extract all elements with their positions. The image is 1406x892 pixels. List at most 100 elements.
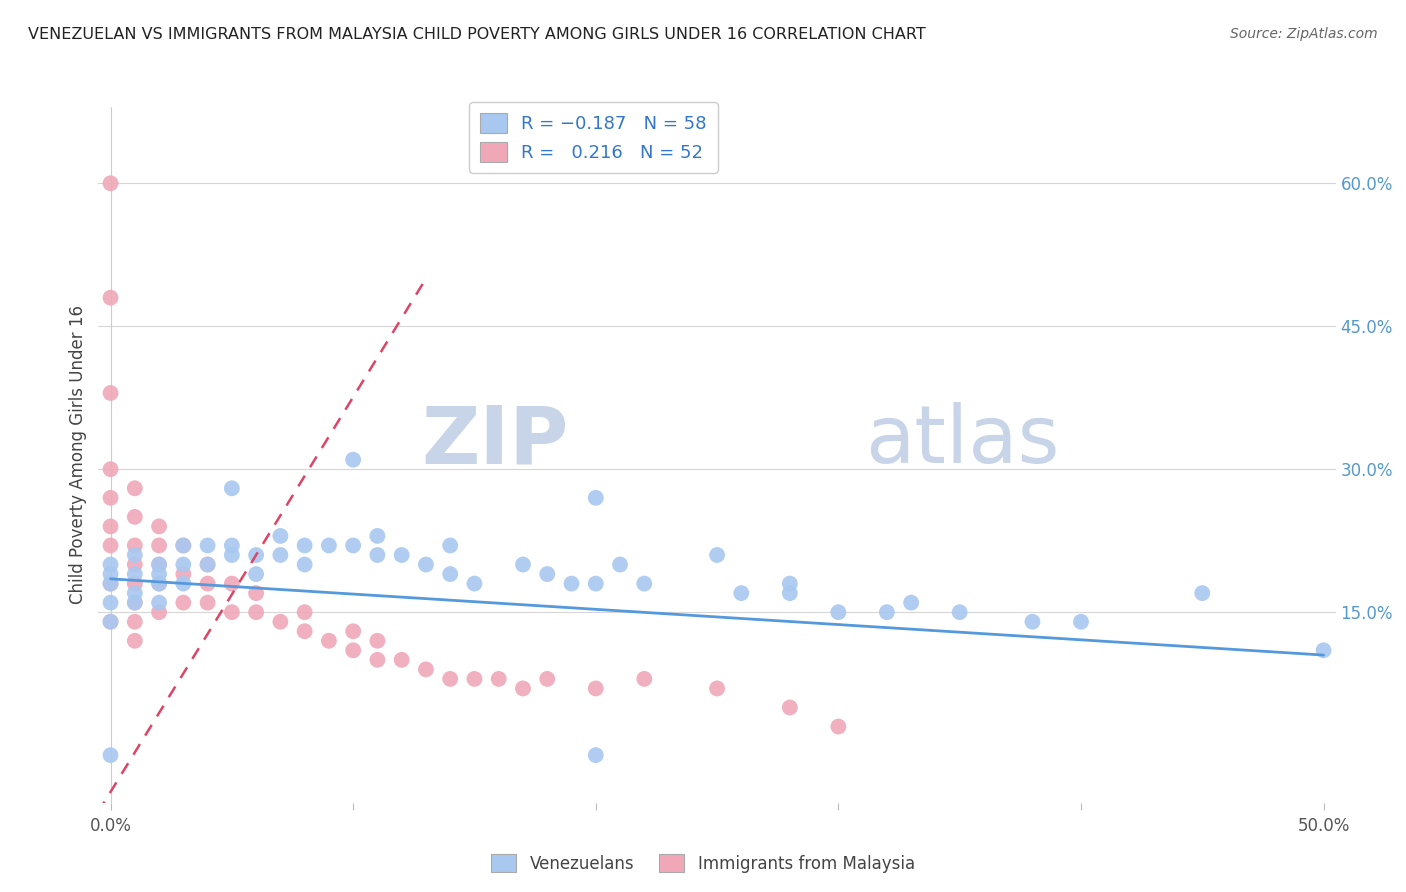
Point (100, 596, 122, 610)
Point (463, 672, 485, 686)
Point (124, 548, 146, 562)
Point (415, 558, 437, 572)
Point (221, 605, 243, 619)
Point (439, 539, 461, 553)
Point (124, 615, 146, 629)
Point (100, 615, 122, 629)
Point (342, 643, 364, 657)
Point (779, 586, 801, 600)
Point (536, 672, 558, 686)
Point (245, 548, 267, 562)
Point (391, 653, 413, 667)
Point (100, 567, 122, 582)
Point (1191, 586, 1213, 600)
Text: VENEZUELAN VS IMMIGRANTS FROM MALAYSIA CHILD POVERTY AMONG GIRLS UNDER 16 CORREL: VENEZUELAN VS IMMIGRANTS FROM MALAYSIA C… (28, 27, 927, 42)
Point (124, 633, 146, 648)
Point (100, 576, 122, 591)
Point (488, 672, 510, 686)
Point (148, 576, 170, 591)
Point (269, 548, 291, 562)
Point (100, 615, 122, 629)
Point (585, 681, 607, 696)
Point (100, 386, 122, 401)
Point (900, 596, 922, 610)
Point (148, 567, 170, 582)
Point (148, 558, 170, 572)
Point (197, 558, 219, 572)
Point (172, 558, 194, 572)
Point (827, 605, 849, 619)
Point (391, 548, 413, 562)
Point (463, 576, 485, 591)
Point (197, 558, 219, 572)
Point (294, 539, 316, 553)
Point (633, 576, 655, 591)
Point (148, 539, 170, 553)
Point (245, 567, 267, 582)
Y-axis label: Child Poverty Among Girls Under 16: Child Poverty Among Girls Under 16 (69, 305, 87, 605)
Point (342, 624, 364, 639)
Text: atlas: atlas (866, 402, 1060, 480)
Point (172, 539, 194, 553)
Point (827, 720, 849, 734)
Point (221, 481, 243, 495)
Point (512, 558, 534, 572)
Point (609, 558, 631, 572)
Point (439, 567, 461, 582)
Point (585, 748, 607, 763)
Point (245, 586, 267, 600)
Point (148, 558, 170, 572)
Legend: Venezuelans, Immigrants from Malaysia: Venezuelans, Immigrants from Malaysia (485, 847, 921, 880)
Point (100, 519, 122, 533)
Point (100, 748, 122, 763)
Point (706, 548, 728, 562)
Point (148, 519, 170, 533)
Point (124, 567, 146, 582)
Point (100, 176, 122, 190)
Point (366, 633, 388, 648)
Point (706, 681, 728, 696)
Point (585, 491, 607, 505)
Point (269, 529, 291, 543)
Point (148, 605, 170, 619)
Point (197, 539, 219, 553)
Point (197, 576, 219, 591)
Point (148, 596, 170, 610)
Point (1312, 643, 1334, 657)
Point (221, 539, 243, 553)
Point (1021, 615, 1043, 629)
Point (633, 672, 655, 686)
Point (318, 539, 340, 553)
Point (245, 605, 267, 619)
Point (730, 586, 752, 600)
Point (366, 529, 388, 543)
Point (585, 576, 607, 591)
Point (560, 576, 582, 591)
Point (172, 576, 194, 591)
Point (294, 605, 316, 619)
Point (124, 481, 146, 495)
Point (100, 291, 122, 305)
Point (269, 615, 291, 629)
Point (100, 462, 122, 476)
Point (294, 624, 316, 639)
Point (221, 548, 243, 562)
Point (366, 653, 388, 667)
Point (779, 576, 801, 591)
Point (366, 548, 388, 562)
Point (318, 633, 340, 648)
Point (197, 596, 219, 610)
Point (124, 539, 146, 553)
Point (100, 539, 122, 553)
Point (100, 558, 122, 572)
Point (124, 509, 146, 524)
Point (124, 596, 146, 610)
Point (100, 491, 122, 505)
Point (1070, 615, 1092, 629)
Point (342, 452, 364, 467)
Point (342, 539, 364, 553)
Point (148, 576, 170, 591)
Point (221, 576, 243, 591)
Point (439, 672, 461, 686)
Point (172, 567, 194, 582)
